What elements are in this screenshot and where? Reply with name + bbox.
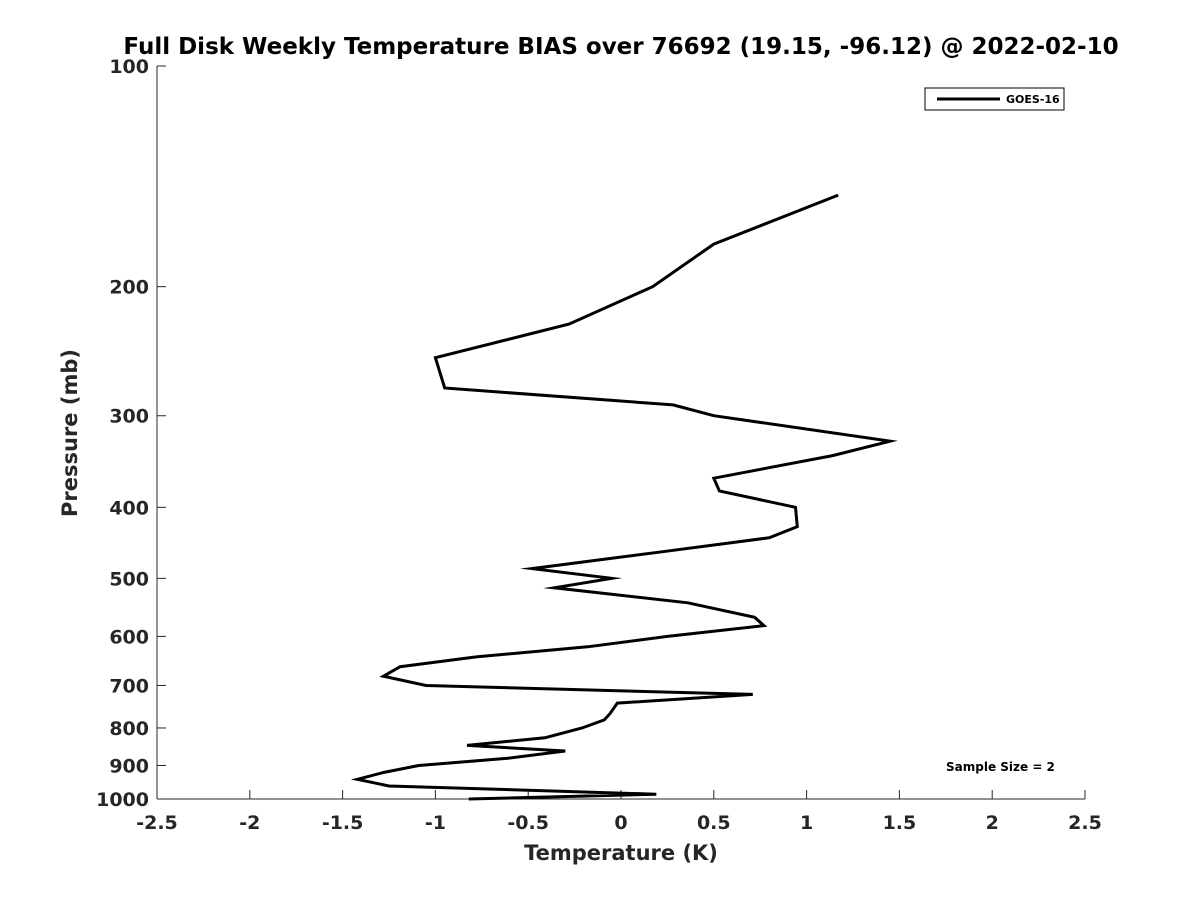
x-tick-label: 1.5 [883, 812, 917, 834]
x-tick-label: 0 [614, 812, 627, 834]
x-tick-label: 1 [800, 812, 813, 834]
x-tick-label: -2 [239, 812, 260, 834]
x-tick-label: 2.5 [1068, 812, 1102, 834]
plot-axes [156, 66, 1085, 800]
legend-label-goes-16: GOES-16 [1006, 93, 1060, 106]
y-axis-label: Pressure (mb) [58, 349, 82, 517]
x-axis-label: Temperature (K) [524, 841, 718, 865]
x-tick-label: -1.5 [322, 812, 364, 834]
x-tick-label: -2.5 [136, 812, 178, 834]
y-tick-label: 800 [109, 718, 149, 740]
series-line-goes-16 [350, 193, 898, 801]
y-tick-label: 1000 [96, 789, 149, 811]
legend: GOES-16 [924, 87, 1065, 111]
y-tick-label: 100 [109, 56, 149, 78]
axis-ticks: -2.5 -2 -1.5 -1 -0.5 0 0.5 1 1.5 2 2.5 100 200 300 400… [96, 56, 1102, 834]
y-tick-label: 400 [109, 497, 149, 519]
x-tick-label: -1 [425, 812, 446, 834]
y-tick-label: 300 [109, 406, 149, 428]
y-tick-label: 900 [109, 755, 149, 777]
y-tick-label: 200 [109, 277, 149, 299]
x-tick-label: 0.5 [697, 812, 731, 834]
x-tick-label: -0.5 [507, 812, 549, 834]
y-tick-label: 600 [109, 626, 149, 648]
sample-size-annotation: Sample Size = 2 [946, 760, 1055, 774]
y-tick-label: 700 [109, 675, 149, 697]
x-tick-label: 2 [986, 812, 999, 834]
chart-title: Full Disk Weekly Temperature BIAS over 7… [123, 34, 1118, 60]
series-layer [350, 193, 898, 801]
y-tick-label: 500 [109, 568, 149, 590]
